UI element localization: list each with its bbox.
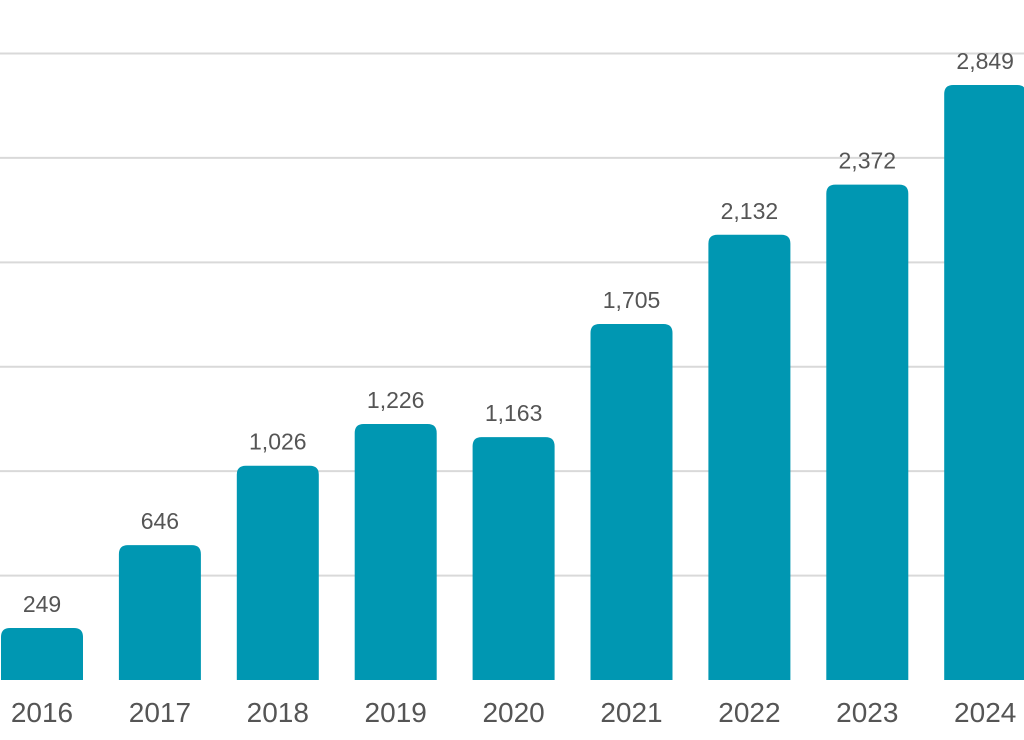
bar-2022 bbox=[708, 234, 791, 680]
x-tick-label-2020: 2020 bbox=[482, 697, 544, 728]
x-axis-tick-labels: 2016 2017 2018 2019 2020 2021 2022 2023 2024 bbox=[11, 697, 1016, 728]
x-tick-label-2016: 2016 bbox=[11, 697, 73, 728]
bar-2019 bbox=[354, 423, 437, 680]
x-tick-label-2017: 2017 bbox=[129, 697, 191, 728]
bar-2020 bbox=[472, 437, 555, 680]
x-tick-label-2022: 2022 bbox=[718, 697, 780, 728]
x-tick-label-2021: 2021 bbox=[600, 697, 662, 728]
bar-2021 bbox=[590, 323, 673, 680]
bars bbox=[1, 85, 1024, 680]
bar-2023 bbox=[826, 184, 909, 680]
value-label-2016: 249 bbox=[23, 591, 61, 617]
value-label-2024: 2,849 bbox=[956, 48, 1014, 74]
bar-2018 bbox=[236, 465, 319, 680]
value-label-2022: 2,132 bbox=[721, 198, 779, 224]
x-tick-label-2023: 2023 bbox=[836, 697, 898, 728]
value-label-2018: 1,026 bbox=[249, 429, 307, 455]
value-label-2020: 1,163 bbox=[485, 400, 543, 426]
value-label-2017: 646 bbox=[141, 508, 179, 534]
value-label-2019: 1,226 bbox=[367, 387, 425, 413]
bar-2017 bbox=[118, 545, 201, 680]
x-tick-label-2019: 2019 bbox=[365, 697, 427, 728]
bar-2024 bbox=[944, 85, 1024, 680]
x-tick-label-2018: 2018 bbox=[247, 697, 309, 728]
value-label-2021: 1,705 bbox=[603, 287, 661, 313]
x-tick-label-2024: 2024 bbox=[954, 697, 1016, 728]
bar-2016 bbox=[1, 628, 83, 680]
value-labels: 249 646 1,026 1,226 1,163 1,705 2,132 2,372 2,84… bbox=[23, 48, 1014, 617]
value-label-2023: 2,372 bbox=[839, 148, 897, 174]
